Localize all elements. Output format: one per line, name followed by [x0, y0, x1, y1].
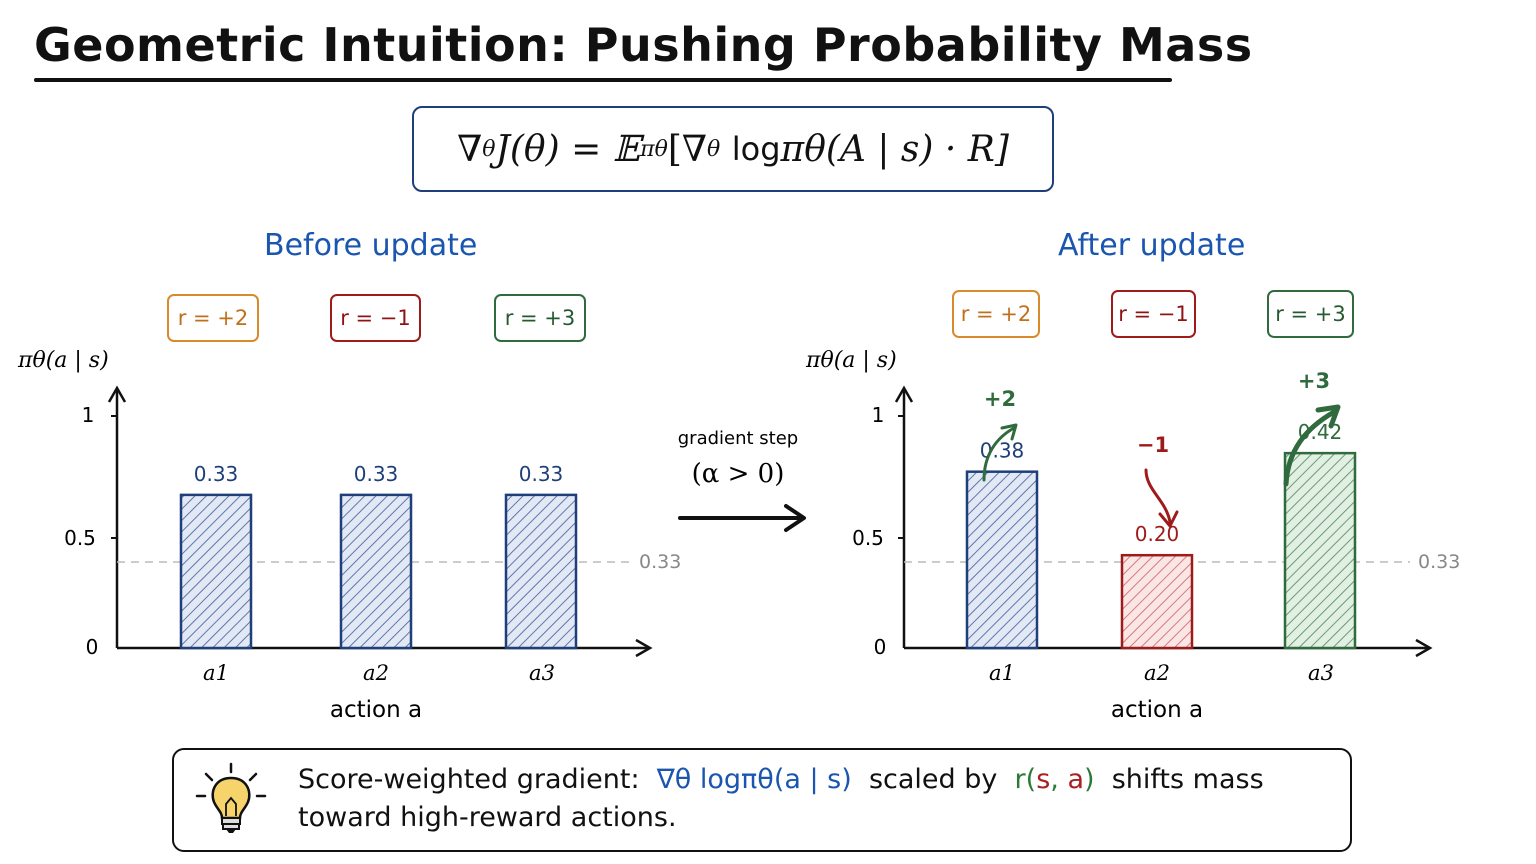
- after-bars: 0.380.200.42: [965, 420, 1357, 650]
- lightbulb-icon: [195, 762, 267, 833]
- down-arrow-icon-a2-head: [1158, 510, 1179, 528]
- gradient-step-label: gradient step: [678, 428, 798, 449]
- before-bar-label-a3: 0.33: [519, 462, 564, 486]
- after-reward-a3: r = +3: [1267, 290, 1354, 338]
- after-bar-a3: [1283, 451, 1357, 650]
- up-arrow-icon-a1-head: [1000, 423, 1018, 441]
- after-y-tick-label-1: 1: [872, 403, 885, 427]
- title-underline: [34, 78, 1172, 82]
- formula-log: log: [731, 130, 781, 168]
- arrow-right-icon-head: [784, 504, 806, 532]
- formula-theta-sub: θ: [482, 136, 496, 162]
- after-bar-a2: [1120, 553, 1194, 650]
- note-line-2: toward high-reward actions.: [298, 802, 677, 833]
- after-delta-a2: −1: [1137, 433, 1169, 457]
- before-y-axis-label: πθ(a | s): [17, 348, 109, 373]
- before-y-tick-label-0: 0: [86, 635, 99, 659]
- after-bar-a1: [965, 470, 1039, 650]
- before-bars: 0.33 0.33 0.33: [179, 462, 578, 650]
- before-bar-label-a2: 0.33: [354, 462, 399, 486]
- before-reward-a1: r = +2: [167, 294, 259, 342]
- page-title: Geometric Intuition: Pushing Probability…: [34, 18, 1253, 72]
- after-delta-a1: +2: [984, 387, 1016, 411]
- note-reward-r: r(: [1014, 764, 1037, 795]
- after-reference-label: 0.33: [1418, 551, 1460, 573]
- note-reward-s: s: [1036, 764, 1051, 795]
- up-arrow-icon-a1: [982, 426, 1016, 482]
- up-arrow-icon-a3-head: [1315, 404, 1341, 429]
- after-reward-a1: r = +2: [952, 290, 1040, 338]
- formula-theta-sub-2: θ: [707, 136, 721, 162]
- note-scaled-by: scaled by: [868, 764, 998, 795]
- gradient-step-arrow: gradient step (α > 0): [678, 428, 806, 532]
- before-y-tick-label-05: 0.5: [64, 526, 96, 550]
- after-y-tick-label-05: 0.5: [852, 526, 884, 550]
- note-reward-close: ): [1083, 764, 1095, 795]
- before-x-tick-a3: a3: [529, 661, 555, 685]
- formula-bracket-open: [∇: [667, 128, 708, 170]
- before-reference-label: 0.33: [639, 551, 681, 573]
- before-bar-a3: [504, 493, 578, 650]
- after-delta-a3: +3: [1298, 369, 1330, 393]
- formula-pi-theta: πθ: [780, 128, 826, 170]
- before-reward-a2: r = −1: [330, 294, 421, 342]
- after-x-tick-a1: a1: [989, 661, 1015, 685]
- up-arrow-icon-a3: [1283, 409, 1337, 487]
- before-x-axis-arrowhead: [635, 638, 653, 658]
- before-chart: πθ(a | s) 1 0.5 0 0.33 0.33 0.33 0.33 a1 a…: [17, 348, 681, 723]
- after-bar-label-a2: 0.20: [1135, 522, 1180, 546]
- note-line-1: Score-weighted gradient: ∇θ logπθ(a | s)…: [298, 764, 1264, 795]
- after-x-tick-a3: a3: [1308, 661, 1334, 685]
- before-x-axis-label: action a: [330, 697, 422, 723]
- before-y-axis-arrowhead: [107, 385, 127, 403]
- after-x-tick-a2: a2: [1144, 661, 1170, 685]
- before-y-tick-label-1: 1: [82, 403, 95, 427]
- before-reward-a3: r = +3: [494, 294, 586, 342]
- note-reward-comma: ,: [1050, 764, 1068, 795]
- after-update-title: After update: [1058, 228, 1246, 263]
- formula-nabla: ∇: [457, 128, 483, 170]
- after-y-axis-label: πθ(a | s): [805, 348, 897, 373]
- before-bar-a1: [179, 493, 253, 650]
- after-x-axis-arrowhead: [1415, 638, 1433, 658]
- after-y-tick-label-0: 0: [874, 635, 887, 659]
- before-x-tick-a1: a1: [203, 661, 229, 685]
- after-reward-a2: r = −1: [1111, 290, 1196, 338]
- note-shifts-mass: shifts mass: [1111, 764, 1264, 795]
- before-bar-label-a1: 0.33: [194, 462, 239, 486]
- before-update-title: Before update: [264, 228, 478, 263]
- insight-note: [172, 748, 1352, 852]
- after-y-axis-arrowhead: [894, 385, 914, 403]
- down-arrow-icon-a2: [1144, 468, 1172, 524]
- after-x-axis-label: action a: [1111, 697, 1203, 723]
- note-score-function: ∇θ logπθ(a | s): [656, 764, 852, 795]
- formula-j-theta: J(θ) = 𝔼: [495, 128, 641, 170]
- formula-pi-sub: πθ: [640, 136, 668, 162]
- after-chart: πθ(a | s) 1 0.5 0 0.33 0.380.200.42 +2 −…: [805, 348, 1460, 723]
- formula-args: (A | s) · R]: [825, 128, 1009, 170]
- before-bar-a2: [339, 493, 413, 650]
- note-lead: Score-weighted gradient:: [298, 764, 640, 795]
- before-x-tick-a2: a2: [363, 661, 389, 685]
- gradient-step-alpha: (α > 0): [692, 459, 785, 489]
- note-reward-a: a: [1067, 764, 1084, 795]
